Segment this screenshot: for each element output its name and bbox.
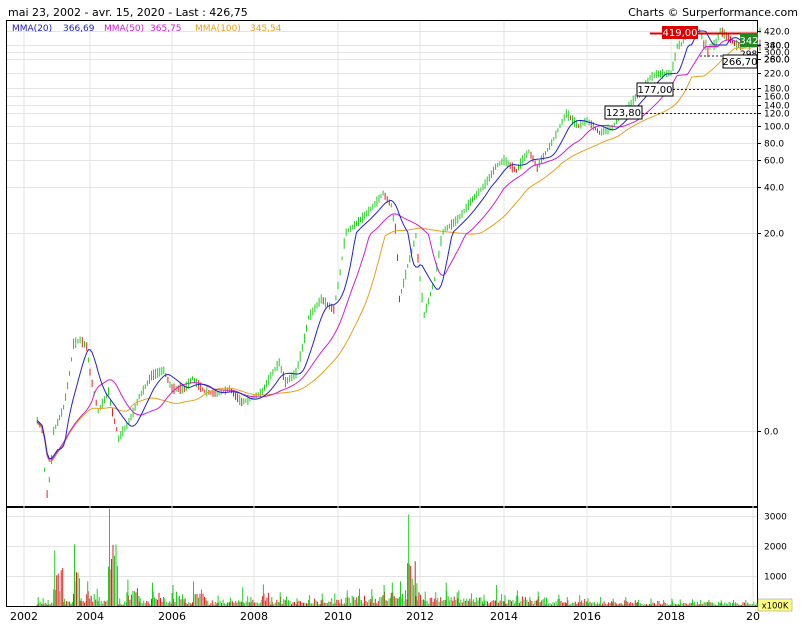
- mma20-line: [36, 30, 761, 460]
- x-tick-label: 2006: [158, 610, 186, 623]
- y-tick-label: 60.0: [764, 157, 784, 167]
- x-tick-label: 2010: [324, 610, 352, 623]
- y-tick-label: 260.0: [764, 56, 790, 66]
- y-tick-label: 380.0: [764, 42, 790, 52]
- y-tick-label: 20.0: [764, 230, 784, 240]
- support-label-box-2: [636, 82, 674, 97]
- y-tick-label: 0.0: [764, 428, 779, 438]
- x-tick-label: 2008: [240, 610, 268, 623]
- grid-lines: [7, 21, 757, 606]
- y-tick-label: 160.0: [764, 93, 790, 103]
- support-label-box-3: [604, 105, 643, 120]
- resistance-label-box: [662, 26, 698, 39]
- period-caption: mai 23, 2002 - avr. 15, 2020 - Last : 42…: [8, 6, 248, 19]
- y-tick-label: 120.0: [764, 110, 790, 120]
- mma100-line: [36, 44, 761, 463]
- y-tick-label: 100.0: [764, 123, 790, 133]
- y-tick-label: 220.0: [764, 70, 790, 80]
- legend-mma100-value: 345,54: [250, 24, 282, 34]
- last-price-box: [740, 33, 758, 47]
- volume-unit-box: [757, 598, 793, 612]
- legend-mma100-label: MMA(100): [195, 24, 241, 34]
- moving-averages: [36, 30, 761, 463]
- y-tick-label: 420.0: [764, 28, 790, 38]
- credit-text: Charts © Surperformance.com: [628, 6, 798, 19]
- y-tick-label: 300.0: [764, 49, 790, 59]
- volume-bars: [36, 508, 762, 606]
- y-tick-label: 280.0: [764, 56, 790, 66]
- price-panel-frame: [6, 20, 758, 507]
- x-tick-label: 2014: [490, 610, 518, 623]
- y-tick-label: 40.0: [764, 184, 784, 194]
- y-tick-label: 180.0: [764, 85, 790, 95]
- legend-mma20-label: MMA(20): [12, 24, 52, 34]
- y-tick-label: 80.0: [764, 140, 784, 150]
- x-tick-label: 20: [746, 610, 760, 623]
- resistance-label: 419,00: [663, 28, 698, 39]
- support-label-box-1: [722, 54, 758, 69]
- legend-mma50-value: 365,75: [150, 24, 182, 34]
- legend-mma50-label: MMA(50): [104, 24, 144, 34]
- support-label-1: 266,70: [723, 57, 758, 68]
- volume-unit-label: x100K: [762, 602, 789, 612]
- y-tick-label: 140.0: [764, 102, 790, 112]
- last-price-label: 342: [739, 36, 758, 47]
- legend-mma20-value: 366,69: [63, 24, 95, 34]
- volume-tick-label: 3000: [764, 513, 787, 523]
- volume-tick-label: 2000: [764, 543, 787, 553]
- x-tick-label: 2016: [573, 610, 601, 623]
- volume-panel-frame: [6, 507, 758, 607]
- y-tick-label: 340.0: [764, 42, 790, 52]
- x-tick-label: 2004: [76, 610, 104, 623]
- volume-tick-label: 1000: [764, 573, 787, 583]
- x-tick-label: 2012: [406, 610, 434, 623]
- support-label-2: 177,00: [638, 85, 673, 96]
- x-tick-label: 2002: [10, 610, 38, 623]
- x-tick-label: 2018: [657, 610, 685, 623]
- support-label-3: 123,80: [606, 108, 641, 119]
